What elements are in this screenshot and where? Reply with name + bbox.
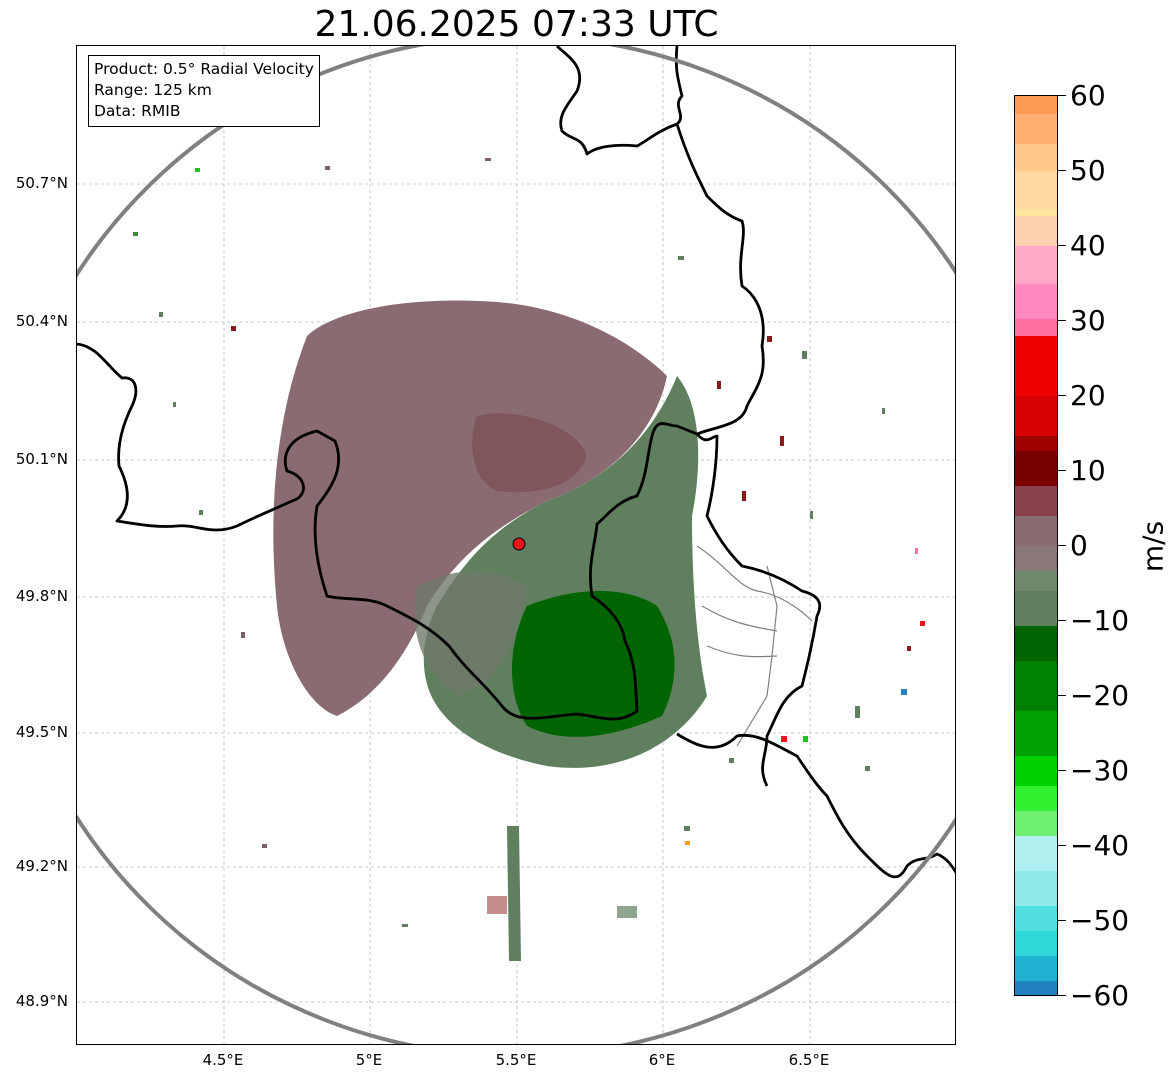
colorbar-tick	[1058, 170, 1066, 171]
colorbar-tick-label: 10	[1070, 454, 1106, 487]
colorbar-tick-label: 40	[1070, 229, 1106, 262]
colorbar-tick	[1058, 545, 1066, 546]
lon-tick-label: 4.5°E	[202, 1051, 244, 1069]
inbound-strong-core	[512, 591, 675, 737]
radar-site-marker	[512, 537, 526, 551]
colorbar-tick	[1058, 770, 1066, 771]
range-label: Range: 125 km	[94, 81, 212, 99]
colorbar-tick	[1058, 95, 1066, 96]
radar-map-canvas	[77, 46, 955, 1044]
colorbar-tick	[1058, 845, 1066, 846]
outbound-core	[472, 413, 587, 493]
product-info-box: Product: 0.5° Radial Velocity Range: 125…	[88, 55, 320, 127]
colorbar-tick-label: −30	[1070, 754, 1130, 787]
velocity-colorbar	[1014, 95, 1058, 996]
country-borders	[77, 46, 955, 879]
colorbar-tick-label: 60	[1070, 79, 1106, 112]
inbound-transition	[414, 571, 527, 696]
colorbar-tick	[1058, 320, 1066, 321]
lon-tick-label: 6°E	[648, 1051, 676, 1069]
lat-tick-label: 50.1°N	[15, 450, 68, 468]
colorbar-tick-label: −40	[1070, 829, 1130, 862]
radar-echoes	[273, 300, 707, 961]
colorbar-tick-label: 30	[1070, 304, 1106, 337]
outbound-echo-region	[273, 300, 667, 716]
colorbar-tick-label: 0	[1070, 529, 1088, 562]
colorbar-tick-label: 50	[1070, 154, 1106, 187]
lat-tick-label: 49.8°N	[15, 587, 68, 605]
radar-map[interactable]	[76, 45, 956, 1045]
colorbar-tick	[1058, 470, 1066, 471]
colorbar-tick	[1058, 920, 1066, 921]
lat-tick-label: 48.9°N	[15, 992, 68, 1010]
colorbar-tick-label: −10	[1070, 604, 1130, 637]
admin-borders-minor	[696, 545, 813, 747]
noise-pixels	[133, 158, 925, 927]
colorbar-tick	[1058, 620, 1066, 621]
lon-tick-label: 5°E	[355, 1051, 383, 1069]
lon-tick-label: 6.5°E	[788, 1051, 830, 1069]
product-label: Product: 0.5° Radial Velocity	[94, 60, 314, 78]
lat-tick-label: 50.4°N	[15, 312, 68, 330]
map-title: 21.06.2025 07:33 UTC	[314, 4, 719, 45]
data-source-label: Data: RMIB	[94, 102, 181, 120]
colorbar-tick	[1058, 245, 1066, 246]
southern-streak	[507, 826, 521, 961]
colorbar-tick-label: 20	[1070, 379, 1106, 412]
colorbar-tick	[1058, 695, 1066, 696]
lat-tick-label: 49.2°N	[15, 857, 68, 875]
colorbar-unit-label: m/s	[1136, 520, 1170, 573]
lat-tick-label: 49.5°N	[15, 723, 68, 741]
colorbar-tick	[1058, 395, 1066, 396]
colorbar-tick-label: −60	[1070, 979, 1130, 1012]
lon-tick-label: 5.5°E	[495, 1051, 537, 1069]
colorbar-gradient	[1015, 96, 1057, 995]
colorbar-tick-label: −50	[1070, 904, 1130, 937]
colorbar-tick	[1058, 995, 1066, 996]
colorbar-tick-label: −20	[1070, 679, 1130, 712]
lat-tick-label: 50.7°N	[15, 174, 68, 192]
